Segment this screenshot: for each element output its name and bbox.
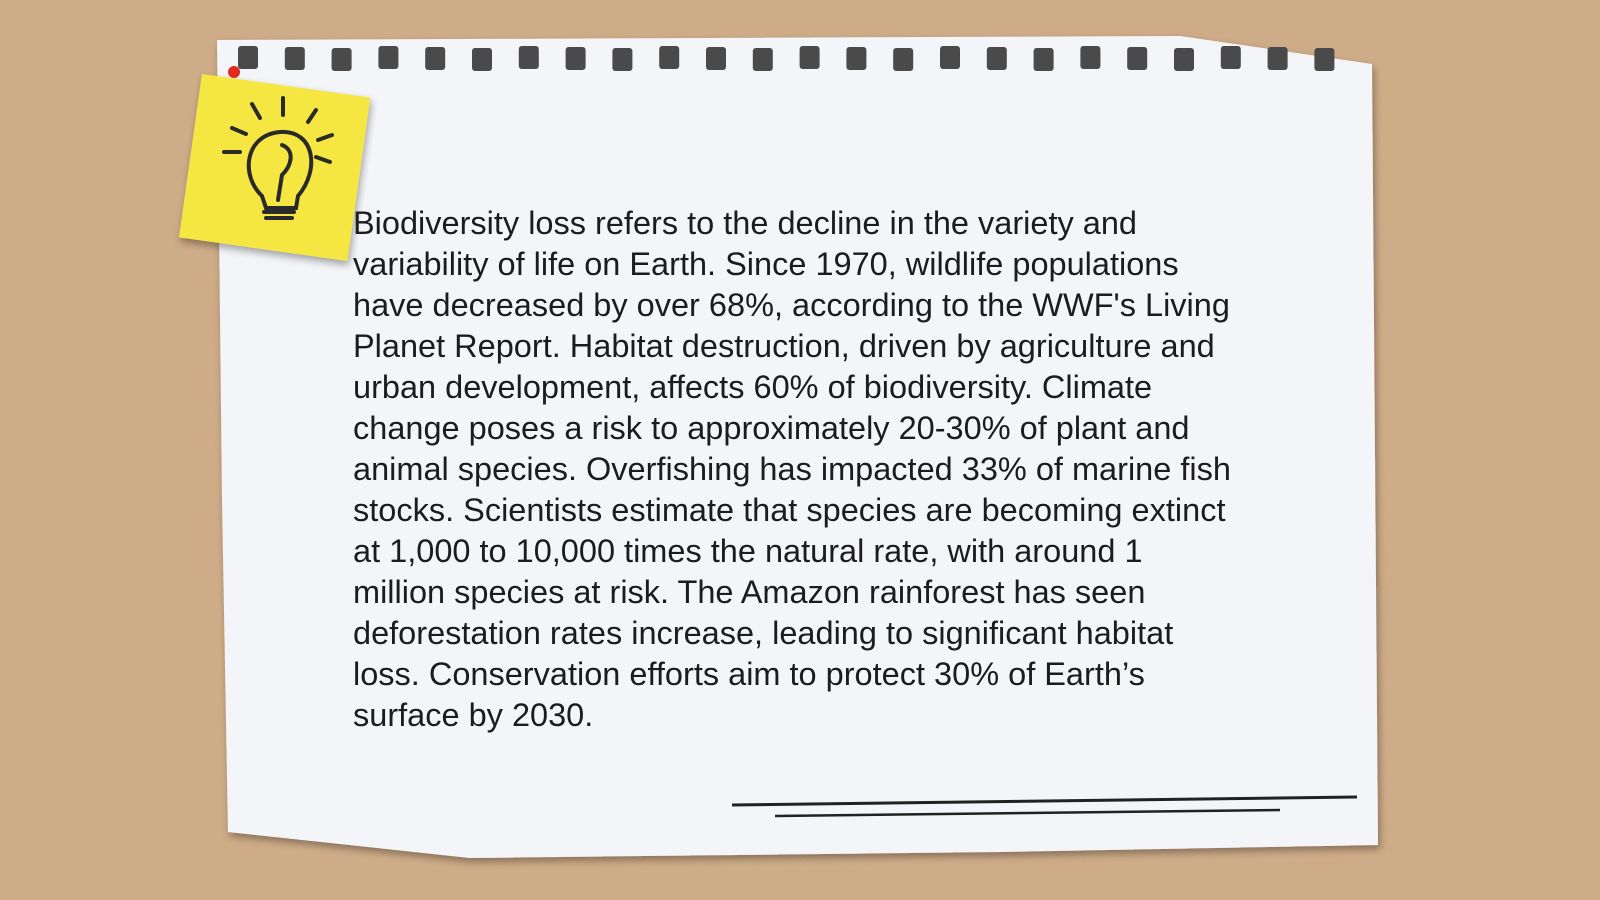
binder-hole xyxy=(1033,48,1054,71)
binder-hole xyxy=(706,47,726,70)
binder-hole xyxy=(1267,47,1288,70)
pin xyxy=(228,66,240,78)
binder-hole xyxy=(331,48,352,71)
binder-hole xyxy=(799,46,820,69)
underline xyxy=(774,808,1281,818)
binder-hole xyxy=(378,46,399,69)
binder-hole xyxy=(1127,47,1148,70)
binder-hole xyxy=(1314,48,1335,71)
binder-holes xyxy=(238,46,1335,71)
binder-hole xyxy=(893,48,914,71)
binder-hole xyxy=(518,46,539,69)
binder-hole xyxy=(940,46,960,69)
sticky-paper xyxy=(178,73,371,262)
binder-hole xyxy=(1220,46,1241,69)
binder-hole xyxy=(846,47,867,70)
binder-hole xyxy=(752,48,773,71)
binder-hole xyxy=(565,47,586,70)
binder-hole xyxy=(238,46,258,69)
binder-hole xyxy=(284,47,305,70)
binder-hole xyxy=(659,46,680,69)
lightbulb-icon xyxy=(222,96,334,220)
paper-sheet xyxy=(217,36,1378,858)
binder-hole xyxy=(612,48,633,71)
binder-hole xyxy=(472,48,492,71)
binder-hole xyxy=(425,47,446,70)
binder-hole xyxy=(1174,48,1194,71)
sticky-note xyxy=(178,73,371,262)
underline xyxy=(731,795,1358,807)
note-paragraph: Biodiversity loss refers to the decline … xyxy=(353,205,1231,733)
binder-hole xyxy=(1080,46,1101,69)
binder-hole xyxy=(986,47,1007,70)
